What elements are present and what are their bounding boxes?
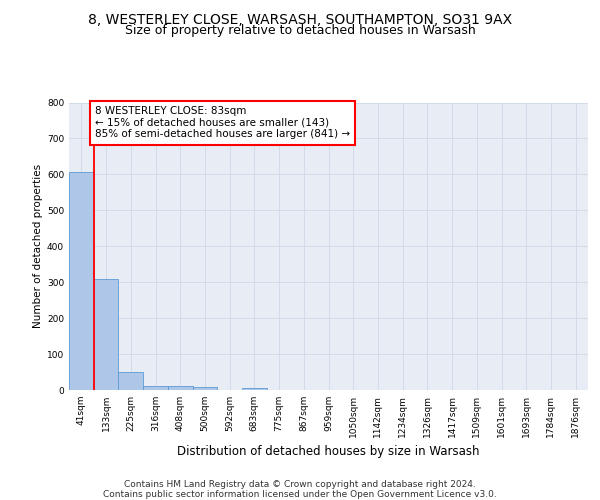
Bar xyxy=(69,172,94,390)
Bar xyxy=(143,386,168,390)
Bar xyxy=(242,388,267,390)
Text: 8, WESTERLEY CLOSE, WARSASH, SOUTHAMPTON, SO31 9AX: 8, WESTERLEY CLOSE, WARSASH, SOUTHAMPTON… xyxy=(88,12,512,26)
Text: Contains HM Land Registry data © Crown copyright and database right 2024.: Contains HM Land Registry data © Crown c… xyxy=(124,480,476,489)
Text: 8 WESTERLEY CLOSE: 83sqm
← 15% of detached houses are smaller (143)
85% of semi-: 8 WESTERLEY CLOSE: 83sqm ← 15% of detach… xyxy=(95,106,350,140)
Text: Size of property relative to detached houses in Warsash: Size of property relative to detached ho… xyxy=(125,24,475,37)
Bar xyxy=(168,386,193,390)
X-axis label: Distribution of detached houses by size in Warsash: Distribution of detached houses by size … xyxy=(177,446,480,458)
Y-axis label: Number of detached properties: Number of detached properties xyxy=(33,164,43,328)
Bar xyxy=(193,388,217,390)
Bar xyxy=(94,278,118,390)
Bar xyxy=(118,372,143,390)
Text: Contains public sector information licensed under the Open Government Licence v3: Contains public sector information licen… xyxy=(103,490,497,499)
